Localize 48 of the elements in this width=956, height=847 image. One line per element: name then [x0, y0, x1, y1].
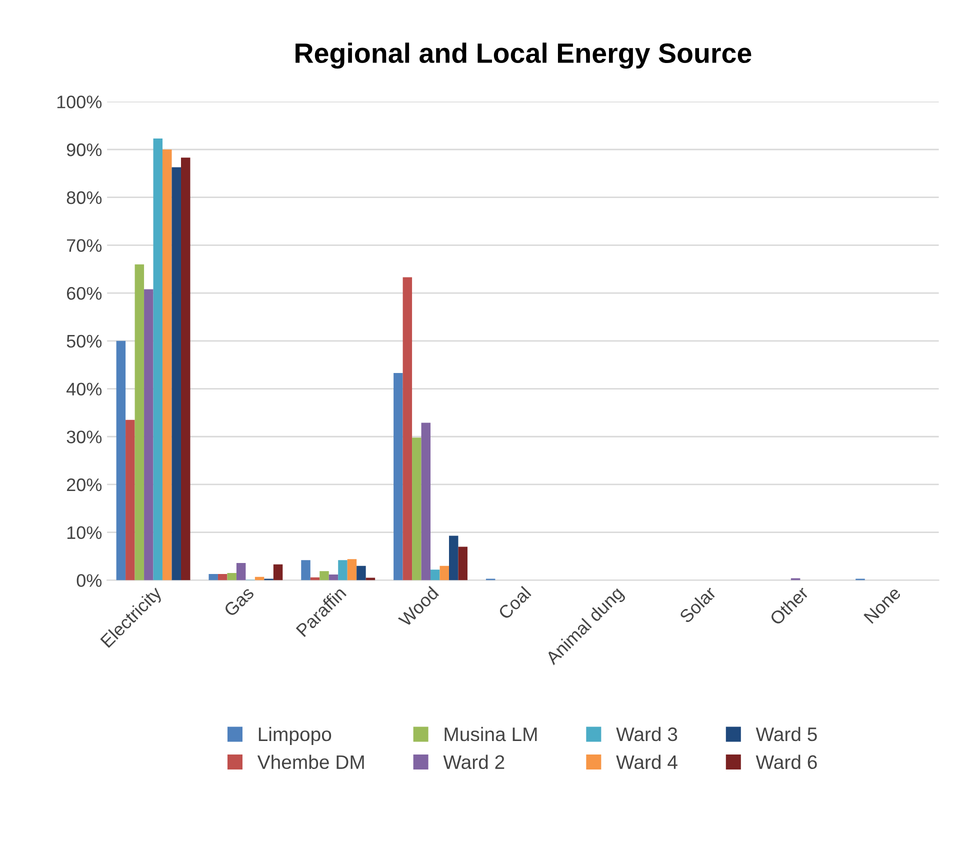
y-tick-label: 0% [76, 574, 102, 587]
bar [172, 167, 182, 580]
bar [394, 372, 403, 580]
bar [134, 264, 144, 580]
legend-label: Ward 3 [616, 726, 678, 742]
bar [126, 420, 135, 580]
bar [347, 559, 357, 580]
bar [356, 566, 366, 580]
y-tick-label: 30% [66, 430, 102, 444]
legend-label: Musina LM [444, 726, 537, 742]
y-tick-label: 90% [66, 143, 102, 156]
y-tick-label: 50% [66, 334, 102, 348]
x-tick-label: Gas [223, 586, 255, 618]
y-tick-label: 70% [67, 239, 102, 252]
bar [449, 536, 458, 580]
legend-label: Ward 4 [616, 754, 678, 770]
legend-label: Vhembe DM [257, 754, 364, 770]
bar [162, 149, 172, 580]
bar [328, 574, 338, 580]
bar [227, 573, 236, 580]
y-tick-label: 20% [66, 478, 102, 492]
bar [236, 562, 246, 580]
y-tick-label: 80% [66, 191, 102, 204]
bar [440, 566, 449, 580]
legend-label: Ward 2 [443, 754, 504, 770]
legend-label: Ward 5 [756, 726, 817, 742]
bar [273, 564, 283, 580]
bar [301, 560, 310, 580]
y-tick-label: 60% [66, 286, 102, 300]
y-tick-label: 100% [57, 96, 102, 108]
bar [458, 546, 468, 580]
bar [153, 138, 163, 580]
legend-label: Ward 6 [756, 754, 817, 770]
bar [402, 277, 412, 580]
bar [320, 571, 329, 580]
bar [412, 438, 422, 580]
bar [338, 560, 348, 580]
bar [218, 574, 228, 580]
y-tick-label: 40% [66, 382, 102, 396]
bar [181, 158, 190, 580]
bar [208, 574, 218, 580]
bar [430, 570, 440, 580]
bar [421, 422, 431, 580]
y-tick-label: 10% [67, 526, 102, 540]
bar [144, 289, 154, 580]
bar [116, 340, 126, 580]
chart-title: Regional and Local Energy Source [296, 42, 752, 69]
legend-label: Limpopo [258, 726, 332, 746]
